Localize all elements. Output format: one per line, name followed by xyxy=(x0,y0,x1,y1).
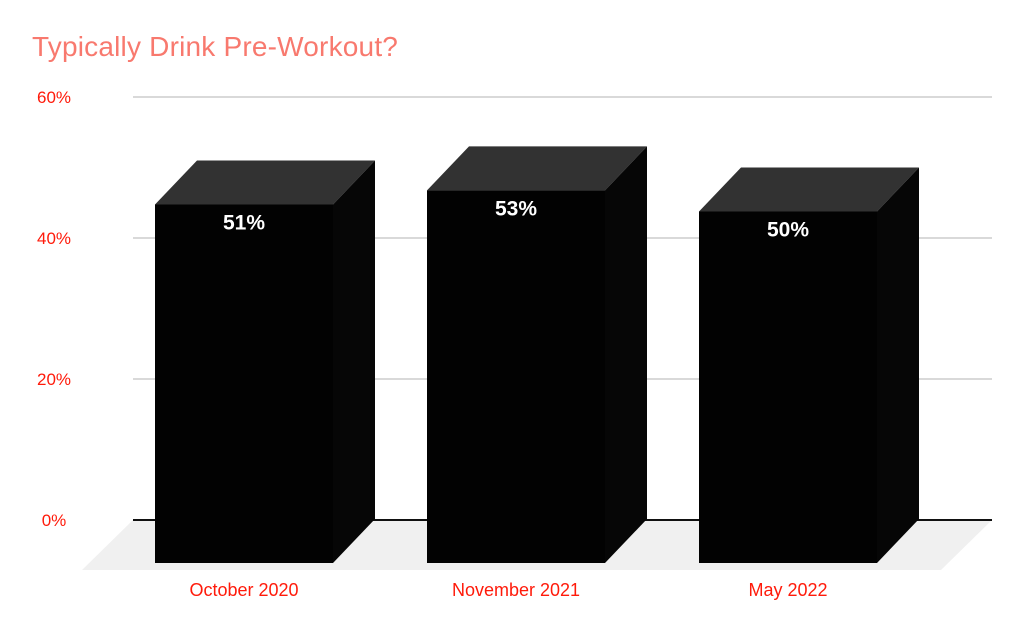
x-category-label: November 2021 xyxy=(452,580,580,600)
bar-november-2021 xyxy=(427,190,605,563)
bar-side-face-may-2022 xyxy=(877,167,919,563)
bar-value-label: 53% xyxy=(495,197,537,220)
x-category-label: October 2020 xyxy=(189,580,298,600)
bar-side-face-november-2021 xyxy=(605,146,647,563)
chart-title: Typically Drink Pre-Workout? xyxy=(32,31,399,62)
bar-value-label: 50% xyxy=(767,219,809,242)
y-tick-label: 0% xyxy=(42,511,67,530)
bar-side-face-october-2020 xyxy=(333,160,375,563)
bar-top-face-november-2021 xyxy=(427,146,647,191)
bar-value-label: 51% xyxy=(223,211,265,234)
bar-top-face-october-2020 xyxy=(155,160,375,205)
bar-top-face-may-2022 xyxy=(699,167,919,212)
bar-october-2020 xyxy=(155,204,333,563)
y-tick-label: 60% xyxy=(37,88,71,107)
bar-may-2022 xyxy=(699,211,877,563)
y-tick-label: 40% xyxy=(37,229,71,248)
y-tick-label: 20% xyxy=(37,370,71,389)
x-category-label: May 2022 xyxy=(748,580,827,600)
